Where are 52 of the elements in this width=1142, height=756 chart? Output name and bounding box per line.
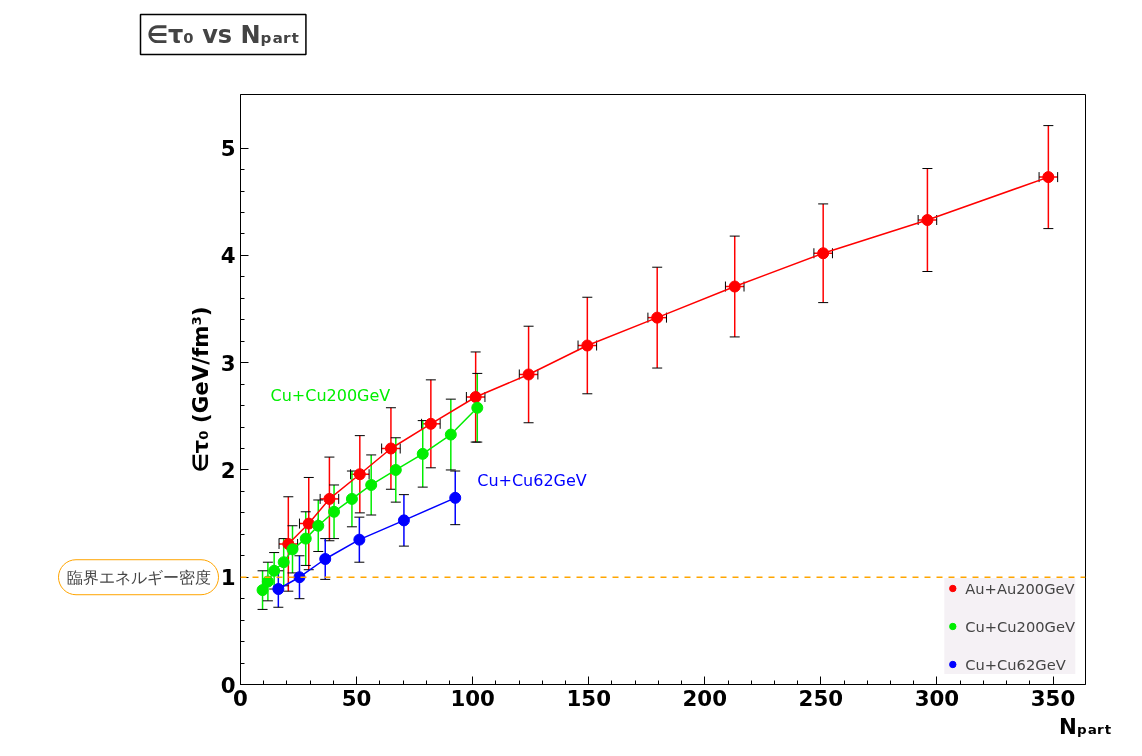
y-tick-label: 5 <box>220 136 236 162</box>
y-tick-label: 3 <box>220 350 236 376</box>
point <box>323 492 336 505</box>
point <box>384 442 397 455</box>
annotation: Cu+Cu62GeV <box>477 470 587 490</box>
x-axis-title: Nₚₐᵣₜ <box>1059 713 1112 739</box>
x-tick-label: 50 <box>341 685 372 711</box>
point <box>469 391 482 403</box>
x-tick-label: 200 <box>682 685 728 711</box>
point <box>444 428 457 441</box>
point <box>286 543 299 556</box>
y-axis-title: ∈τ₀ (GeV/fm³) <box>187 306 213 473</box>
ref-line-label: 臨界エネルギー密度 <box>66 567 211 587</box>
point <box>389 463 402 476</box>
annotation: Cu+Cu200GeV <box>270 385 391 405</box>
point <box>651 311 664 324</box>
point <box>345 492 358 505</box>
point <box>365 478 378 491</box>
point <box>353 533 366 546</box>
point <box>522 368 535 381</box>
point <box>328 505 341 518</box>
legend-label: Au+Au200GeV <box>965 579 1075 597</box>
point <box>581 339 594 352</box>
legend-label: Cu+Cu62GeV <box>965 655 1066 673</box>
legend-label: Cu+Cu200GeV <box>965 617 1075 635</box>
point <box>817 247 830 260</box>
point <box>471 401 484 414</box>
point <box>256 584 269 597</box>
point <box>424 417 437 430</box>
point <box>449 491 462 504</box>
point <box>277 556 290 569</box>
x-tick-label: 350 <box>1030 685 1076 711</box>
y-tick-label: 2 <box>220 457 236 483</box>
x-tick-label: 300 <box>914 685 960 711</box>
point <box>728 280 741 293</box>
y-tick-label: 4 <box>220 243 236 269</box>
point <box>921 214 934 226</box>
x-tick-label: 250 <box>798 685 844 711</box>
point <box>319 553 332 565</box>
point <box>272 583 285 596</box>
point <box>268 564 281 577</box>
point <box>302 517 315 530</box>
point <box>312 519 325 532</box>
y-tick-label: 1 <box>220 565 236 591</box>
x-tick-label: 150 <box>566 685 611 711</box>
point <box>397 514 410 527</box>
point <box>353 468 366 481</box>
point <box>1042 171 1055 184</box>
x-tick-label: 100 <box>450 685 495 711</box>
point <box>416 447 429 460</box>
point <box>299 532 312 545</box>
chart-title: ∈τ₀ vs Nₚₐᵣₜ <box>146 20 300 49</box>
